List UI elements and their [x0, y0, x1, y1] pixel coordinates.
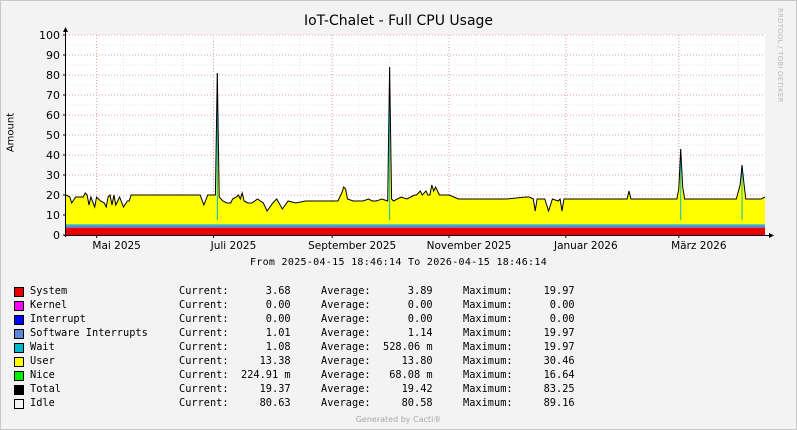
area-user	[66, 67, 765, 225]
y-tick-label: 30	[46, 169, 60, 182]
legend-average: Average: 13.80	[321, 355, 433, 367]
legend-series-name: Interrupt	[30, 313, 86, 325]
legend-average: Average: 0.00	[321, 299, 433, 311]
y-tick-label: 50	[46, 129, 60, 142]
legend-average: Average: 0.00	[321, 313, 433, 325]
rrdtool-credit: RRDTOOL / TOBI OETIKER	[776, 8, 784, 103]
legend-series-name: Wait	[30, 341, 55, 353]
legend-average: Average: 1.14	[321, 327, 433, 339]
legend-current: Current: 224.91 m	[179, 369, 291, 381]
legend-maximum: Maximum: 0.00	[463, 299, 575, 311]
legend-swatch	[14, 329, 24, 339]
y-tick-label: 20	[46, 189, 60, 202]
legend-current: Current: 80.63	[179, 397, 291, 409]
x-axis-arrow	[769, 233, 774, 238]
legend-swatch	[14, 301, 24, 311]
legend-series-name: System	[30, 285, 68, 297]
legend-row-wait: Wait Current: 1.08 Average: 528.06 m Maximu…	[14, 341, 774, 355]
legend-current: Current: 1.01	[179, 327, 291, 339]
legend-row-system: System Current: 3.68 Average: 3.89 Maximum:…	[14, 285, 774, 299]
legend-maximum: Maximum: 19.97	[463, 285, 575, 297]
y-tick-labels: 0 10 20 30 40 50 60 70 80 90 100	[39, 29, 60, 242]
x-tick-label: Januar 2026	[553, 240, 618, 252]
legend-swatch	[14, 371, 24, 381]
y-tick-label: 70	[46, 89, 60, 102]
legend-current: Current: 3.68	[179, 285, 291, 297]
legend-maximum: Maximum: 19.97	[463, 341, 575, 353]
area-system	[66, 227, 765, 235]
y-tick-label: 100	[39, 29, 60, 42]
chart-title: IoT-Chalet - Full CPU Usage	[303, 13, 494, 29]
x-tick-label: März 2026	[671, 240, 727, 252]
x-tick-label: Juli 2025	[210, 240, 257, 252]
legend-maximum: Maximum: 89.16	[463, 397, 575, 409]
legend-series-name: Total	[30, 383, 61, 395]
generated-by: Generated by Cacti®	[355, 415, 442, 424]
x-tick-label: Mai 2025	[92, 240, 140, 252]
legend-series-name: User	[30, 355, 55, 367]
legend: System Current: 3.68 Average: 3.89 Maximum:…	[14, 285, 774, 411]
legend-average: Average: 80.58	[321, 397, 433, 409]
legend-maximum: Maximum: 16.64	[463, 369, 575, 381]
legend-series-name: Software Interrupts	[30, 327, 148, 339]
stacked-areas	[66, 67, 765, 235]
legend-maximum: Maximum: 0.00	[463, 313, 575, 325]
legend-series-name: Nice	[30, 369, 55, 381]
legend-swatch	[14, 315, 24, 325]
legend-current: Current: 0.00	[179, 313, 291, 325]
legend-average: Average: 68.08 m	[321, 369, 433, 381]
time-range: From 2025-04-15 18:46:14 To 2026-04-15 1…	[249, 257, 548, 268]
legend-row-software-interrupts: Software Interrupts Current: 1.01 Average:…	[14, 327, 774, 341]
y-tick-label: 90	[46, 49, 60, 62]
y-axis-arrow	[63, 27, 68, 32]
legend-maximum: Maximum: 30.46	[463, 355, 575, 367]
legend-row-user: User Current: 13.38 Average: 13.80 Maximum:…	[14, 355, 774, 369]
y-tick-label: 80	[46, 69, 60, 82]
legend-maximum: Maximum: 83.25	[463, 383, 575, 395]
y-tick-label: 60	[46, 109, 60, 122]
legend-current: Current: 13.38	[179, 355, 291, 367]
area-software-interrupts	[66, 225, 765, 228]
legend-row-interrupt: Interrupt Current: 0.00 Average: 0.00 Maxim…	[14, 313, 774, 327]
legend-row-nice: Nice Current: 224.91 m Average: 68.08 m Max…	[14, 369, 774, 383]
legend-swatch	[14, 399, 24, 409]
legend-maximum: Maximum: 19.97	[463, 327, 575, 339]
legend-current: Current: 1.08	[179, 341, 291, 353]
area-wait	[66, 224, 765, 226]
legend-average: Average: 19.42	[321, 383, 433, 395]
legend-series-name: Kernel	[30, 299, 68, 311]
legend-series-name: Idle	[30, 397, 55, 409]
y-tick-label: 0	[53, 229, 60, 242]
y-tick-label: 40	[46, 149, 60, 162]
legend-current: Current: 0.00	[179, 299, 291, 311]
legend-swatch	[14, 357, 24, 367]
legend-current: Current: 19.37	[179, 383, 291, 395]
legend-row-idle: Idle Current: 80.63 Average: 80.58 Maximum:…	[14, 397, 774, 411]
legend-average: Average: 528.06 m	[321, 341, 433, 353]
x-tick-label: November 2025	[427, 240, 512, 252]
total-line	[65, 66, 766, 213]
x-tick-label: September 2025	[308, 240, 396, 252]
legend-swatch	[14, 343, 24, 353]
legend-swatch	[14, 385, 24, 395]
legend-average: Average: 3.89	[321, 285, 433, 297]
legend-row-total: Total Current: 19.37 Average: 19.42 Maximum…	[14, 383, 774, 397]
legend-swatch	[14, 287, 24, 297]
legend-row-kernel: Kernel Current: 0.00 Average: 0.00 Maximum:…	[14, 299, 774, 313]
y-tick-label: 10	[46, 209, 60, 222]
x-tick-labels: Mai 2025 Juli 2025 September 2025 November …	[92, 240, 726, 252]
axes	[63, 27, 774, 238]
